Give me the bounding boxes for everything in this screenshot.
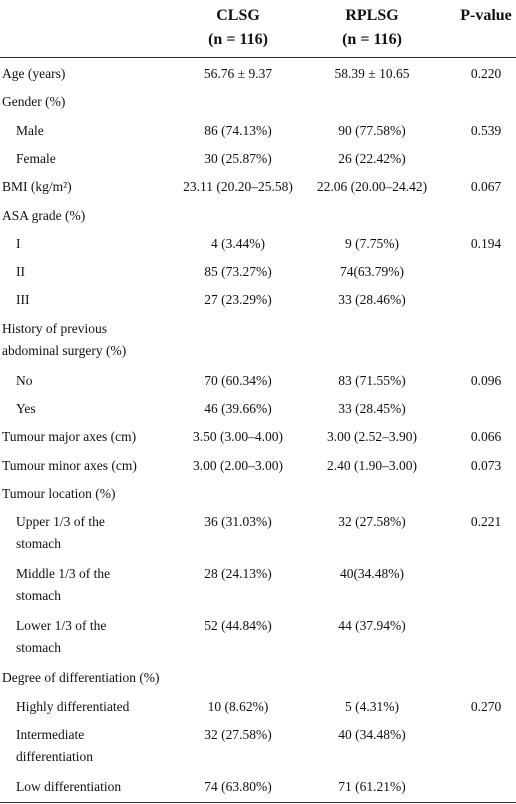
cell-value: 22.06 (20.00–24.42): [316, 179, 428, 195]
cell-value: 0.270: [470, 698, 502, 714]
column-header: P-value: [460, 7, 512, 24]
row-label: Upper 1/3 of the: [16, 514, 105, 530]
cell-value: 33 (28.45%): [338, 401, 406, 416]
row-label: Yes: [16, 401, 36, 416]
cell-value: 0.067: [470, 179, 502, 195]
cell-value: 0.539: [470, 122, 502, 138]
cell-value: 74 (63.80%): [204, 778, 272, 794]
cell-value: 0.073: [470, 457, 502, 473]
row-label: I: [16, 235, 21, 251]
bottom-rule: [0, 802, 516, 803]
row-label: Lower 1/3 of the: [16, 618, 107, 634]
cell-value: 86 (74.13%): [204, 122, 272, 138]
cell-value: 52 (44.84%): [204, 618, 272, 634]
row-label: No: [16, 372, 33, 388]
column-header: CLSG: [216, 7, 260, 24]
cell-value: 5 (4.31%): [345, 698, 399, 714]
cell-value: 56.76 ± 9.37: [203, 66, 273, 81]
cell-value: 71 (61.21%): [338, 778, 406, 794]
cell-value: 32 (27.58%): [204, 726, 272, 742]
row-label: stomach: [16, 640, 61, 656]
cell-value: 10 (8.62%): [207, 698, 269, 714]
row-label: Intermediate: [16, 726, 85, 742]
row-label: Male: [16, 122, 44, 138]
row-label: stomach: [16, 536, 61, 552]
row-label: Tumour major axes (cm): [2, 429, 137, 445]
row-label: BMI (kg/m²): [2, 179, 72, 195]
column-header: (n = 116): [208, 31, 268, 48]
cell-value: 83 (71.55%): [338, 372, 406, 388]
row-label: History of previous: [2, 320, 107, 336]
cell-value: 70 (60.34%): [204, 372, 272, 388]
cell-value: 85 (73.27%): [204, 264, 272, 280]
row-label: differentiation: [16, 748, 93, 764]
row-label: Female: [16, 150, 56, 166]
cell-value: 33 (28.46%): [338, 292, 406, 308]
row-label: Degree of differentiation (%): [2, 670, 160, 686]
row-label: Gender (%): [2, 94, 66, 110]
cell-value: 0.096: [470, 372, 502, 388]
cell-value: 40(34.48%): [339, 566, 405, 582]
cell-value: 0.221: [470, 514, 502, 530]
row-label: Tumour minor axes (cm): [2, 457, 137, 473]
row-label: stomach: [16, 588, 61, 604]
cell-value: 0.194: [470, 235, 502, 251]
cell-value: 40 (34.48%): [338, 726, 406, 742]
cell-value: 3.50 (3.00–4.00): [193, 429, 283, 445]
cell-value: 26 (22.42%): [338, 150, 406, 166]
row-label: III: [16, 292, 30, 308]
cell-value: 46 (39.66%): [204, 401, 272, 416]
cell-value: 90 (77.58%): [338, 122, 406, 138]
cell-value: 3.00 (2.00–3.00): [193, 457, 283, 473]
cell-value: 28 (24.13%): [204, 566, 272, 582]
cell-value: 3.00 (2.52–3.90): [327, 429, 417, 445]
cell-value: 0.220: [470, 66, 502, 81]
row-label: Age (years): [2, 66, 66, 81]
cell-value: 2.40 (1.90–3.00): [327, 457, 417, 473]
header-rule: [0, 57, 516, 58]
column-header: (n = 116): [342, 31, 402, 48]
row-label: Tumour location (%): [2, 485, 116, 501]
cell-value: 9 (7.75%): [345, 235, 399, 251]
row-label: ASA grade (%): [2, 207, 86, 223]
cell-value: 74(63.79%): [339, 264, 405, 280]
cell-value: 30 (25.87%): [204, 150, 272, 166]
cell-value: 0.066: [470, 429, 502, 445]
row-label: II: [16, 264, 25, 280]
row-label: abdominal surgery (%): [2, 342, 127, 358]
cell-value: 36 (31.03%): [204, 514, 272, 530]
cell-value: 23.11 (20.20–25.58): [183, 179, 293, 195]
row-label: Low differentiation: [16, 778, 122, 794]
cell-value: 32 (27.58%): [338, 514, 406, 530]
row-label: Middle 1/3 of the: [16, 566, 111, 582]
cell-value: 58.39 ± 10.65: [334, 66, 410, 81]
row-label: Highly differentiated: [16, 698, 130, 714]
column-header: RPLSG: [345, 7, 399, 24]
cell-value: 4 (3.44%): [211, 235, 265, 251]
cell-value: 44 (37.94%): [338, 618, 406, 634]
cell-value: 27 (23.29%): [204, 292, 272, 308]
